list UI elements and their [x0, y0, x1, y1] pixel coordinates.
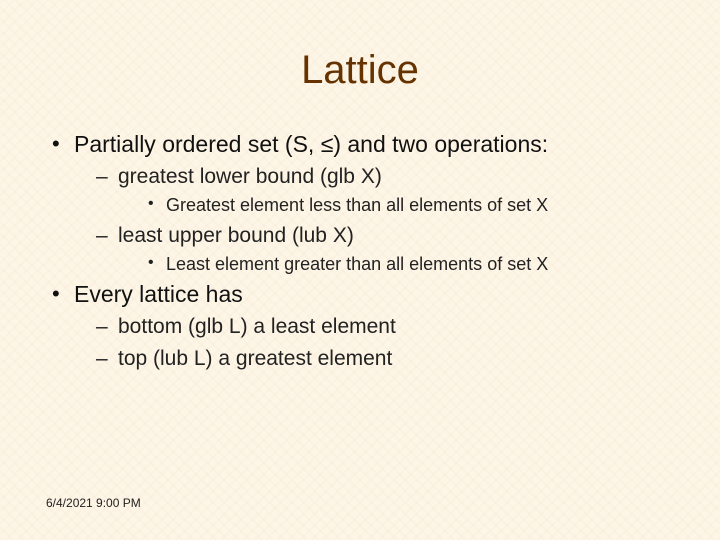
footer-timestamp: 6/4/2021 9:00 PM	[46, 496, 141, 510]
bullet-lvl3: Least element greater than all elements …	[140, 252, 674, 277]
bullet-text: Least element greater than all elements …	[166, 254, 548, 274]
bullet-lvl2: bottom (glb L) a least element	[90, 312, 674, 341]
bullet-list-lvl1: Partially ordered set (S, ≤) and two ope…	[46, 129, 674, 373]
bullet-list-lvl2: greatest lower bound (glb X) Greatest el…	[90, 162, 674, 277]
bullet-text: greatest lower bound (glb X)	[118, 165, 382, 188]
slide: Lattice Partially ordered set (S, ≤) and…	[0, 0, 720, 540]
bullet-text: least upper bound (lub X)	[118, 224, 354, 247]
bullet-lvl2: least upper bound (lub X) Least element …	[90, 221, 674, 278]
bullet-text: Every lattice has	[74, 281, 243, 307]
bullet-lvl1: Partially ordered set (S, ≤) and two ope…	[46, 129, 674, 277]
bullet-list-lvl3: Least element greater than all elements …	[140, 252, 674, 277]
bullet-text: bottom (glb L) a least element	[118, 315, 396, 338]
bullet-lvl2: top (lub L) a greatest element	[90, 344, 674, 373]
bullet-text: Greatest element less than all elements …	[166, 195, 548, 215]
bullet-lvl1: Every lattice has bottom (glb L) a least…	[46, 279, 674, 373]
bullet-list-lvl2: bottom (glb L) a least element top (lub …	[90, 312, 674, 373]
bullet-lvl2: greatest lower bound (glb X) Greatest el…	[90, 162, 674, 219]
bullet-lvl3: Greatest element less than all elements …	[140, 193, 674, 218]
slide-title: Lattice	[46, 48, 674, 93]
bullet-list-lvl3: Greatest element less than all elements …	[140, 193, 674, 218]
bullet-text: Partially ordered set (S, ≤) and two ope…	[74, 131, 548, 157]
bullet-text: top (lub L) a greatest element	[118, 347, 392, 370]
